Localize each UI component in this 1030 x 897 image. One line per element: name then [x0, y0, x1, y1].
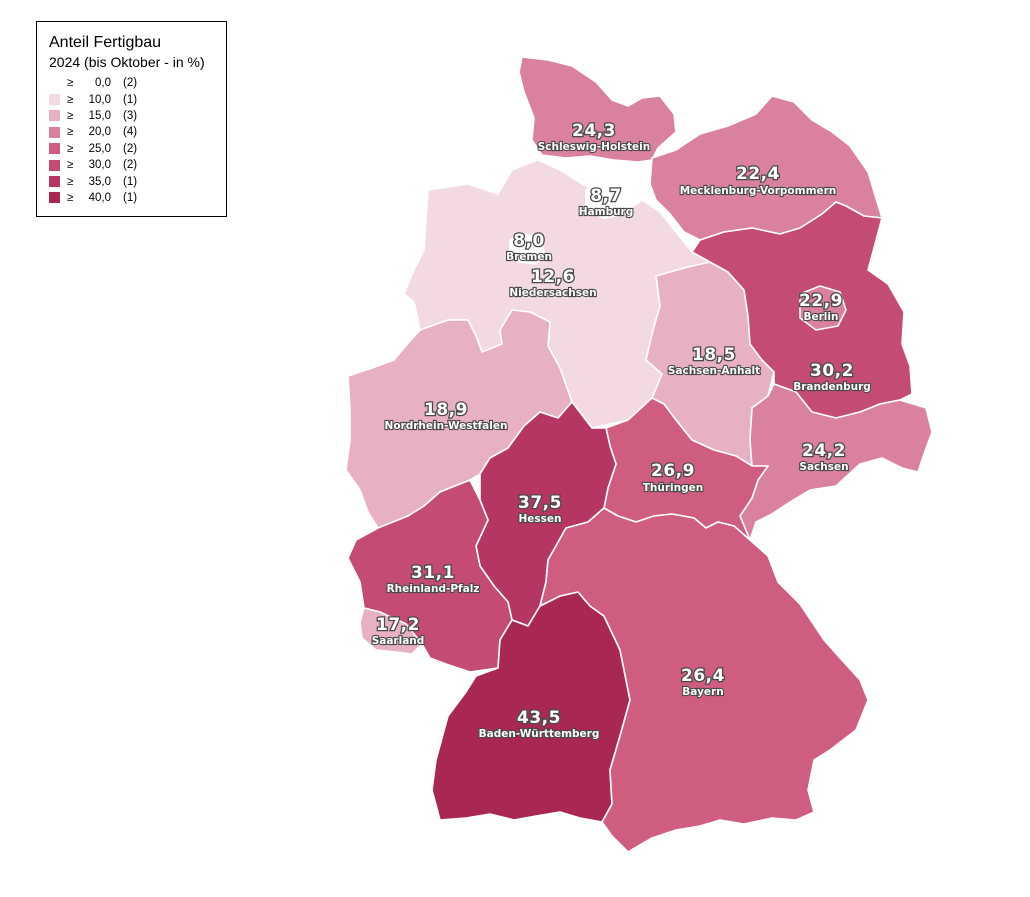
label-name-mecklenburg-vorpommern: Mecklenburg-Vorpommern — [680, 185, 837, 197]
legend-count: (4) — [123, 126, 138, 139]
legend-symbol: ≥ — [67, 142, 74, 155]
legend-class-1: ≥10,0 (1) — [49, 91, 137, 107]
legend-swatch — [49, 176, 60, 188]
legend-symbol: ≥ — [67, 77, 74, 90]
label-name-sachsen: Sachsen — [799, 461, 848, 473]
label-name-berlin: Berlin — [804, 311, 839, 323]
label-value-schleswig-holstein: 24,3 — [572, 121, 616, 141]
state-bayern[interactable] — [539, 507, 869, 853]
label-value-brandenburg: 30,2 — [810, 361, 854, 381]
legend-swatch — [49, 143, 60, 155]
legend-count: (1) — [123, 175, 138, 188]
legend-symbol: ≥ — [67, 191, 74, 204]
label-value-thueringen: 26,9 — [651, 461, 695, 481]
legend-value: 40,0 — [88, 191, 111, 204]
label-value-baden-wuerttemberg: 43,5 — [517, 708, 561, 728]
state-saarland[interactable] — [359, 607, 423, 655]
legend-classes: ≥0,0 (2) ≥10,0 (1) ≥15,0 (3) ≥20,0 (4) ≥25,0… — [49, 75, 137, 206]
label-value-sachsen-anhalt: 18,5 — [692, 345, 736, 365]
label-name-hamburg: Hamburg — [579, 206, 634, 218]
legend-count: (2) — [123, 159, 138, 172]
legend-symbol: ≥ — [67, 175, 74, 188]
legend-swatch — [49, 77, 60, 89]
legend-symbol: ≥ — [67, 159, 74, 172]
legend-value: 25,0 — [88, 142, 111, 155]
legend-count: (1) — [123, 191, 138, 204]
label-name-brandenburg: Brandenburg — [793, 381, 871, 393]
legend-count: (2) — [123, 77, 138, 90]
legend-swatch — [49, 94, 60, 106]
legend-symbol: ≥ — [67, 109, 74, 122]
state-bremen[interactable] — [509, 233, 547, 265]
legend-subtitle: 2024 (bis Oktober - in %) — [49, 54, 205, 70]
state-hamburg[interactable] — [585, 183, 633, 219]
state-berlin[interactable] — [799, 285, 847, 331]
legend-value: 35,0 — [88, 175, 111, 188]
legend-swatch — [49, 110, 60, 122]
legend-count: (1) — [123, 93, 138, 106]
label-value-sachsen: 24,2 — [802, 441, 846, 461]
legend-class-7: ≥40,0 (1) — [49, 190, 137, 206]
label-name-niedersachsen: Niedersachsen — [509, 287, 596, 299]
label-value-bayern: 26,4 — [681, 666, 725, 686]
label-name-thueringen: Thüringen — [643, 482, 703, 494]
label-name-schleswig-holstein: Schleswig-Holstein — [538, 141, 650, 153]
legend-count: (2) — [123, 142, 138, 155]
legend-class-5: ≥30,0 (2) — [49, 157, 137, 173]
label-name-sachsen-anhalt: Sachsen-Anhalt — [668, 365, 760, 377]
legend-value: 10,0 — [88, 93, 111, 106]
label-value-nordrhein-westfalen: 18,9 — [424, 400, 468, 420]
label-name-hessen: Hessen — [518, 513, 561, 525]
state-labels: 24,3 Schleswig-Holstein 22,4 Mecklenburg… — [371, 120, 872, 741]
legend-symbol: ≥ — [67, 126, 74, 139]
legend-value: 20,0 — [88, 126, 111, 139]
legend-value: 15,0 — [88, 109, 111, 122]
legend-class-3: ≥20,0 (4) — [49, 124, 137, 140]
state-schleswig-holstein[interactable] — [518, 56, 677, 163]
label-value-berlin: 22,9 — [799, 291, 843, 311]
label-value-rheinland-pfalz: 31,1 — [411, 563, 455, 583]
label-value-bremen: 8,0 — [513, 231, 545, 251]
legend-class-2: ≥15,0 (3) — [49, 108, 137, 124]
label-value-hamburg: 8,7 — [590, 186, 622, 206]
legend-swatch — [49, 192, 60, 204]
label-value-hessen: 37,5 — [518, 493, 562, 513]
map-legend: Anteil Fertigbau 2024 (bis Oktober - in … — [36, 21, 227, 217]
legend-class-6: ≥35,0 (1) — [49, 173, 137, 189]
label-value-saarland: 17,2 — [376, 615, 420, 635]
legend-value: 0,0 — [95, 77, 111, 90]
label-value-mecklenburg-vorpommern: 22,4 — [736, 164, 780, 184]
legend-count: (3) — [123, 109, 138, 122]
legend-value: 30,0 — [88, 159, 111, 172]
legend-class-0: ≥0,0 (2) — [49, 75, 137, 91]
label-name-bremen: Bremen — [506, 251, 552, 263]
legend-class-4: ≥25,0 (2) — [49, 141, 137, 157]
legend-swatch — [49, 159, 60, 171]
label-name-bayern: Bayern — [682, 686, 723, 698]
label-name-saarland: Saarland — [372, 635, 425, 647]
legend-symbol: ≥ — [67, 93, 74, 106]
label-name-rheinland-pfalz: Rheinland-Pfalz — [387, 583, 480, 595]
legend-title: Anteil Fertigbau — [49, 34, 162, 51]
label-name-baden-wuerttemberg: Baden-Württemberg — [479, 728, 600, 740]
label-value-niedersachsen: 12,6 — [531, 267, 575, 287]
label-name-nordrhein-westfalen: Nordrhein-Westfalen — [385, 420, 508, 432]
legend-swatch — [49, 126, 60, 138]
